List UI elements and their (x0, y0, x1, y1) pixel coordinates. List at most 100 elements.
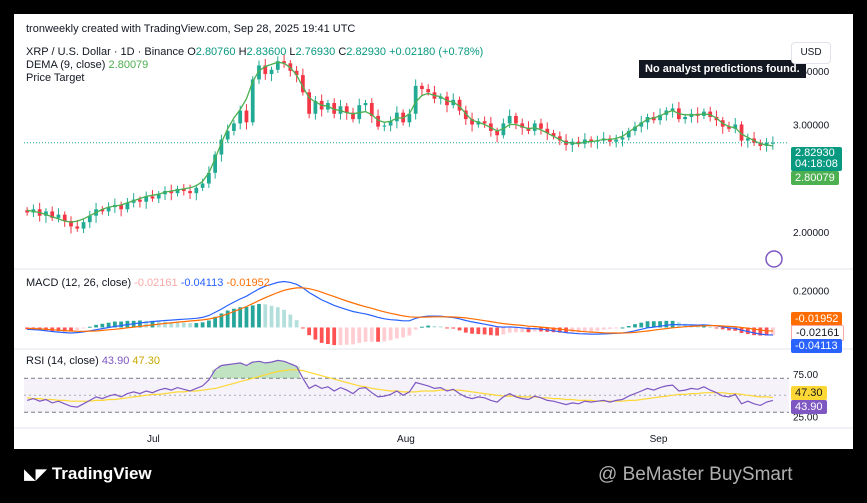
footer-brand: TradingView (51, 464, 152, 483)
ohlc-high-label: H (238, 46, 247, 58)
macd-hist-bar (752, 327, 756, 336)
candle-body (351, 112, 355, 120)
macd-hist-bar (495, 327, 500, 336)
macd-hist-bar (225, 310, 230, 328)
macd-hist-bar (338, 327, 343, 346)
candle-body (257, 65, 261, 80)
dema-value: 2.80079 (108, 59, 149, 71)
ohlc-low: 2.76930 (295, 46, 336, 58)
candle-body (633, 126, 637, 131)
replay-icon (765, 250, 783, 268)
ohlc-close: 2.82930 (346, 46, 387, 58)
macd-hist-bar (213, 316, 218, 328)
ohlc-open-label: O (187, 46, 196, 58)
macd-hist-bar (589, 327, 594, 332)
candle-body (614, 139, 619, 142)
macd-hist-bar (626, 325, 631, 328)
macd-hist-bar (576, 327, 581, 333)
candle-body (463, 110, 468, 120)
macd-hist-bar (457, 327, 462, 331)
candle-body (87, 215, 92, 223)
macd-hist-bar (81, 327, 86, 329)
macd-hist-bar (451, 327, 456, 329)
rsi-line (26, 359, 774, 408)
macd-hist-bar (420, 326, 424, 328)
candle-body (238, 110, 243, 124)
currency-button[interactable]: USD (791, 42, 831, 64)
candle-body (495, 130, 500, 136)
macd-legend[interactable]: MACD (12, 26, close) -0.02161 -0.04113 -… (26, 277, 270, 289)
macd-hist-bar (551, 327, 556, 333)
candle-body (745, 138, 750, 141)
macd-axis-label: 0.20000 (793, 287, 830, 298)
candle-body (382, 125, 387, 127)
ohlc-high: 2.83600 (246, 46, 287, 58)
candle-body (376, 115, 380, 127)
candle-body (620, 137, 625, 140)
signal-line (27, 287, 773, 334)
candle-body (100, 209, 105, 212)
candle-body (138, 199, 142, 202)
candle-body (388, 121, 393, 126)
macd-hist-bar (507, 327, 512, 333)
macd-hist-bar (194, 323, 199, 328)
candle-body (576, 141, 581, 144)
candle-body (639, 122, 644, 127)
macd-hist-bar (175, 322, 180, 328)
macd-label: MACD (12, 26, close) (26, 277, 132, 289)
candle-body (770, 142, 775, 144)
symbol-title[interactable]: XRP / U.S. Dollar · 1D · Binance (26, 46, 185, 58)
dema-line (26, 61, 774, 223)
tv-logo-icon: ◣◤ (24, 466, 48, 483)
macd-hist-bar (313, 327, 318, 340)
macd-hist-bar (119, 321, 124, 328)
candle-body (250, 79, 255, 123)
macd-hist-bar (75, 327, 80, 331)
rsi-legend[interactable]: RSI (14, close) 43.90 47.30 (26, 355, 160, 367)
macd-hist-bar (432, 325, 437, 328)
macd-hist-bar (163, 321, 167, 328)
dema-legend[interactable]: DEMA (9, close) 2.80079 (26, 59, 148, 71)
candle-body (44, 211, 48, 216)
ohlc-open: 2.80760 (195, 46, 236, 58)
candle-body (56, 214, 61, 218)
candle-body (206, 172, 211, 184)
last-price: 2.82930 (795, 147, 835, 159)
candle-body (394, 112, 399, 122)
macd-hist-bar (250, 305, 255, 328)
candle-body (733, 124, 738, 129)
candle-body (50, 211, 55, 218)
macd-hist-bar (645, 321, 650, 328)
macd-hist-bar (351, 327, 355, 345)
candle-body (300, 75, 305, 93)
candle-body (294, 70, 299, 76)
macd-hist-bar (488, 327, 493, 336)
price-target-label[interactable]: Price Target (26, 72, 85, 84)
no-analyst-banner: No analyst predictions found. (639, 60, 806, 78)
macd-hist-bar (238, 307, 243, 328)
candle-body (470, 119, 474, 125)
macd-hist-bar (363, 327, 368, 342)
macd-hist-bar (87, 326, 92, 328)
macd-hist-bar (470, 327, 474, 334)
macd-hist-bar (138, 320, 142, 328)
price-axis-label: 3.00000 (793, 120, 830, 131)
macd-hist-bar (319, 327, 324, 343)
candle-body (213, 154, 218, 173)
macd-hist-bar (407, 327, 412, 336)
macd-hist-bar (206, 320, 211, 328)
tradingview-logo[interactable]: ◣◤ TradingView (24, 464, 152, 484)
candle-body (307, 92, 312, 114)
candle-body (520, 123, 525, 128)
candle-body (589, 139, 594, 142)
macd-hist-bar (269, 305, 274, 328)
candle-body (332, 103, 337, 114)
macd-hist-bar (388, 327, 393, 341)
macd-badge: -0.04113 (791, 339, 842, 353)
chart-canvas[interactable]: 3.500003.000002.500002.000000.2000075.00… (14, 14, 853, 449)
candle-body (156, 194, 161, 199)
candle-body (194, 187, 199, 194)
macd-value: -0.04113 (180, 277, 224, 289)
macd-hist-bar (219, 313, 224, 328)
macd-hist-bar (288, 314, 293, 328)
